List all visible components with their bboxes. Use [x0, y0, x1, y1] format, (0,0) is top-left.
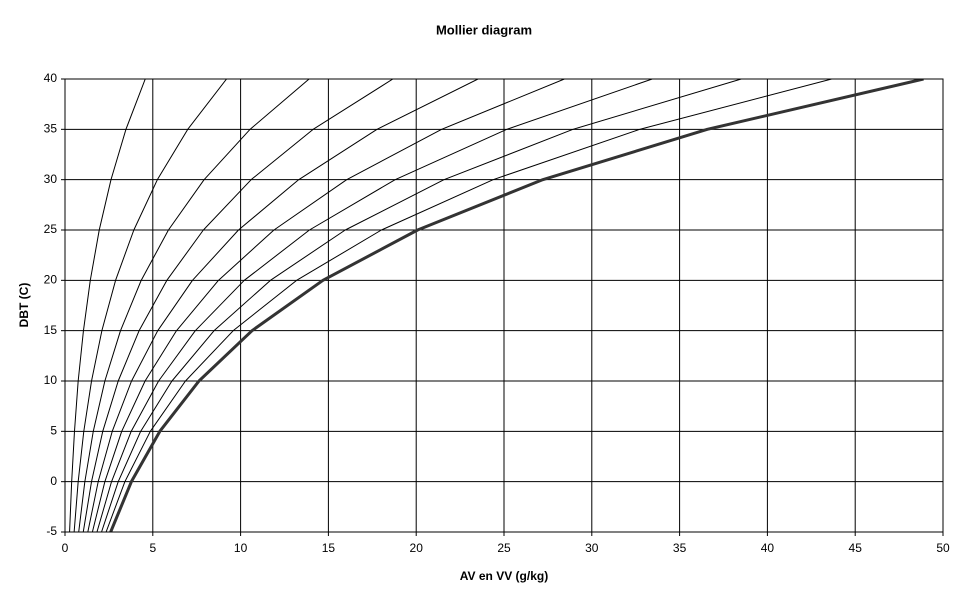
rh-curve	[82, 79, 394, 532]
rh-curve	[96, 79, 653, 532]
rh-curve	[87, 79, 479, 532]
y-tick-label: -5	[46, 524, 57, 538]
y-tick-label: 5	[50, 424, 57, 438]
rh-curve	[105, 79, 832, 532]
rh-curve	[78, 79, 310, 532]
x-tick-label: 35	[673, 541, 687, 555]
rh-curve	[91, 79, 565, 532]
plot-lines	[69, 79, 924, 532]
y-tick-label: 35	[44, 122, 58, 136]
x-tick-label: 45	[849, 541, 863, 555]
rh-curve	[101, 79, 742, 532]
rh-curve	[109, 79, 924, 532]
rh-curve	[73, 79, 227, 532]
rh-curve	[69, 79, 146, 532]
x-axis-label: AV en VV (g/kg)	[460, 569, 548, 583]
x-tick-label: 10	[234, 541, 248, 555]
x-tick-label: 5	[149, 541, 156, 555]
y-tick-label: 40	[44, 71, 58, 85]
plot-border	[64, 78, 944, 533]
x-tick-label: 25	[497, 541, 511, 555]
y-tick-label: 30	[44, 172, 58, 186]
x-tick-label: 50	[936, 541, 950, 555]
y-tick-label: 20	[44, 273, 58, 287]
y-tick-label: 10	[44, 373, 58, 387]
y-tick-label: 0	[50, 474, 57, 488]
y-axis-label: DBT (C)	[17, 283, 31, 328]
x-tick-label: 15	[322, 541, 336, 555]
y-tick-label: 25	[44, 222, 58, 236]
x-tick-label: 20	[410, 541, 424, 555]
chart-title: Mollier diagram	[436, 22, 532, 37]
x-tick-label: 40	[761, 541, 775, 555]
x-tick-label: 0	[62, 541, 69, 555]
x-tick-label: 30	[585, 541, 599, 555]
y-tick-label: 15	[44, 323, 58, 337]
